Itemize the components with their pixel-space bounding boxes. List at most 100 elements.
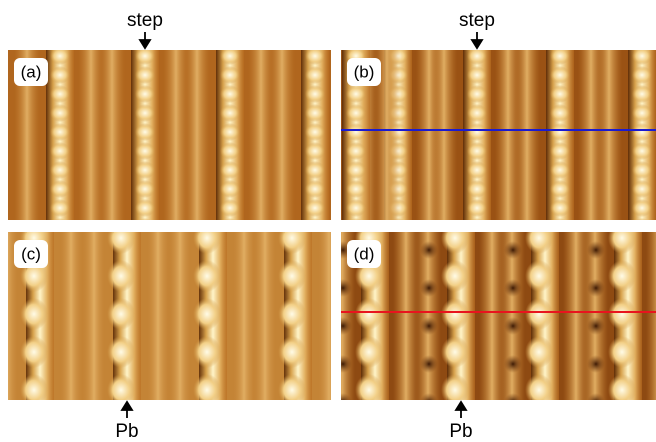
secondary-row (269, 50, 295, 220)
bead (608, 298, 636, 330)
bead (550, 47, 570, 65)
arrow (456, 402, 466, 418)
arrow (122, 402, 132, 418)
bead (305, 47, 325, 65)
bead (467, 142, 487, 160)
pit (587, 279, 605, 297)
pit (420, 241, 438, 259)
pit (587, 241, 605, 259)
bead (355, 374, 383, 406)
pit (334, 355, 352, 373)
secondary-row (514, 50, 540, 220)
bead (608, 222, 636, 254)
panel-label: (d) (354, 244, 375, 263)
bead (525, 374, 553, 406)
pit (420, 393, 438, 411)
annotation: Pb (115, 421, 138, 442)
bead (107, 298, 135, 330)
secondary-row (184, 50, 210, 220)
bead (467, 199, 487, 217)
stm-panel (0, 222, 342, 406)
annotation: step (127, 10, 163, 31)
bead (135, 142, 155, 160)
bead (193, 298, 221, 330)
bead (220, 161, 240, 179)
bead (525, 298, 553, 330)
bead (441, 222, 469, 254)
bead (107, 374, 135, 406)
bead (550, 161, 570, 179)
bead (220, 123, 240, 141)
bead (632, 47, 652, 65)
bead (355, 298, 383, 330)
bead (346, 123, 366, 141)
secondary-row (81, 232, 107, 400)
bead (632, 161, 652, 179)
bead (193, 222, 221, 254)
annotation: Pb (449, 421, 472, 442)
bead (107, 260, 135, 292)
pit (587, 393, 605, 411)
bead (632, 104, 652, 122)
bead (220, 199, 240, 217)
secondary-row (646, 232, 656, 400)
secondary-row (58, 232, 84, 400)
stm-images: (a)(b)(c)(d) (0, 47, 656, 411)
pit (504, 241, 522, 259)
bead (107, 336, 135, 368)
secondary-row (99, 50, 125, 220)
pit (504, 393, 522, 411)
bead (305, 66, 325, 84)
pit (334, 393, 352, 411)
bead (346, 142, 366, 160)
bead (50, 104, 70, 122)
secondary-row (252, 232, 278, 400)
figure: (a)(b)(c)(d) step step Pb Pb (0, 0, 656, 442)
bead (135, 47, 155, 65)
bead (346, 85, 366, 103)
bead (346, 161, 366, 179)
bead (305, 180, 325, 198)
bead (278, 298, 306, 330)
bead (50, 123, 70, 141)
secondary-row (431, 50, 457, 220)
bead (193, 260, 221, 292)
bead (441, 374, 469, 406)
bead (220, 104, 240, 122)
bead (525, 222, 553, 254)
bead (525, 336, 553, 368)
bead (135, 180, 155, 198)
bead (135, 199, 155, 217)
pit (420, 279, 438, 297)
bead (441, 260, 469, 292)
bead (550, 180, 570, 198)
panel-label: (c) (21, 244, 41, 263)
bead (632, 123, 652, 141)
bead (50, 85, 70, 103)
bead (193, 374, 221, 406)
stm-panel (8, 47, 359, 236)
bead (50, 47, 70, 65)
bead (20, 298, 48, 330)
bead (305, 161, 325, 179)
bead (467, 85, 487, 103)
bead (50, 199, 70, 217)
bead (220, 47, 240, 65)
bead (305, 142, 325, 160)
bead (220, 85, 240, 103)
bead (20, 336, 48, 368)
bead (346, 199, 366, 217)
bead (220, 142, 240, 160)
bead (467, 66, 487, 84)
bead (278, 374, 306, 406)
pit (420, 317, 438, 335)
bead (632, 85, 652, 103)
pit (504, 355, 522, 373)
bead (550, 199, 570, 217)
bead (346, 104, 366, 122)
pit (587, 317, 605, 335)
bead (467, 180, 487, 198)
pit (504, 279, 522, 297)
bead (608, 260, 636, 292)
bead (467, 47, 487, 65)
